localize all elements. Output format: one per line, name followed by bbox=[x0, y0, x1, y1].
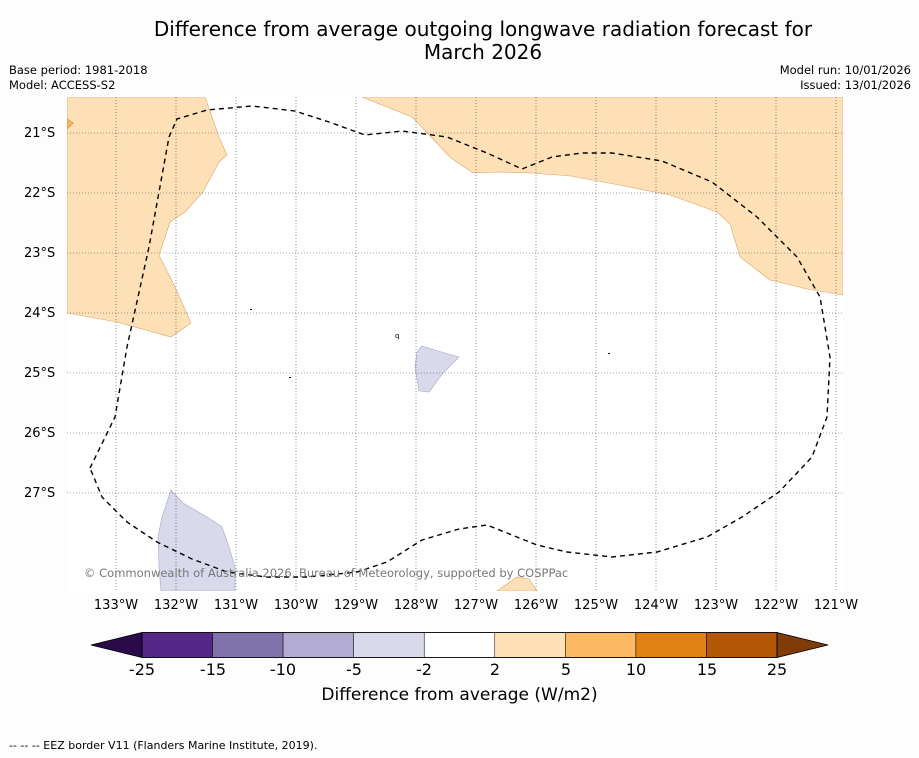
colorbar-tick: -2 bbox=[416, 660, 432, 679]
lat-label-24s: 24°S bbox=[24, 306, 56, 321]
lon-label-131w: 131°W bbox=[213, 598, 259, 613]
copyright-text: © Commonwealth of Australia 2026, Bureau… bbox=[84, 566, 568, 580]
lon-label-129w: 129°W bbox=[333, 598, 379, 613]
map-title: Difference from average outgoing longwav… bbox=[0, 18, 919, 64]
colorbar-segment bbox=[494, 632, 566, 658]
colorbar-tick: -15 bbox=[199, 660, 227, 679]
model-name: Model: ACCESS-S2 bbox=[9, 78, 116, 92]
lon-label-125w: 125°W bbox=[573, 598, 619, 613]
anomaly-region-west bbox=[67, 97, 228, 338]
colorbar-segment bbox=[353, 632, 425, 658]
lat-label-22s: 22°S bbox=[24, 186, 56, 201]
anomaly-region-south bbox=[496, 576, 538, 591]
tiny-contour-label: q bbox=[395, 332, 399, 340]
colorbar-segment bbox=[282, 632, 354, 658]
issued-date: Issued: 13/01/2026 bbox=[800, 78, 911, 92]
colorbar-outline bbox=[141, 632, 778, 658]
lon-label-126w: 126°W bbox=[513, 598, 559, 613]
lon-label-127w: 127°W bbox=[453, 598, 499, 613]
eez-legend: -- -- -- EEZ border V11 (Flanders Marine… bbox=[9, 739, 318, 752]
eez-border bbox=[89, 105, 831, 578]
colorbar-label: Difference from average (W/m2) bbox=[321, 685, 598, 705]
base-period: Base period: 1981-2018 bbox=[9, 63, 148, 77]
anomaly-region-orange bbox=[67, 118, 74, 130]
colorbar-tick: -25 bbox=[128, 660, 156, 679]
colorbar-segment bbox=[423, 632, 496, 658]
lon-label-130w: 130°W bbox=[273, 598, 319, 613]
lat-label-23s: 23°S bbox=[24, 246, 56, 261]
lon-label-121w: 121°W bbox=[813, 598, 859, 613]
lon-label-124w: 124°W bbox=[633, 598, 679, 613]
lat-label-26s: 26°S bbox=[24, 426, 56, 441]
colorbar-tick: 5 bbox=[560, 660, 572, 679]
small-mark bbox=[608, 353, 610, 354]
anomaly-region-center-negative bbox=[414, 345, 460, 393]
lat-label-27s: 27°S bbox=[24, 486, 56, 501]
colorbar-segments bbox=[91, 632, 828, 658]
colorbar-extend-min bbox=[91, 632, 142, 658]
lon-label-132w: 132°W bbox=[153, 598, 199, 613]
colorbar-segment bbox=[706, 632, 778, 658]
title-line-2: March 2026 bbox=[423, 40, 543, 64]
anomaly-region-northeast bbox=[361, 97, 843, 296]
colorbar bbox=[90, 631, 829, 659]
map-panel[interactable]: q © Commonwealth of Australia 2026, Bure… bbox=[67, 97, 843, 591]
lon-label-128w: 128°W bbox=[393, 598, 439, 613]
small-mark bbox=[250, 309, 252, 310]
lat-label-25s: 25°S bbox=[24, 366, 56, 381]
meta-right: Model run: 10/01/2026 Issued: 13/01/2026 bbox=[780, 63, 911, 93]
colorbar-tick: 10 bbox=[625, 660, 647, 679]
model-run: Model run: 10/01/2026 bbox=[779, 63, 911, 77]
lat-label-21s: 21°S bbox=[24, 126, 56, 141]
colorbar-segment bbox=[635, 632, 707, 658]
colorbar-tick: -10 bbox=[269, 660, 297, 679]
meta-left: Base period: 1981-2018 Model: ACCESS-S2 bbox=[9, 63, 148, 93]
title-line-1: Difference from average outgoing longwav… bbox=[153, 17, 813, 41]
colorbar-tick: 25 bbox=[766, 660, 788, 679]
graticule bbox=[67, 97, 843, 591]
colorbar-segment bbox=[212, 632, 284, 658]
lon-label-122w: 122°W bbox=[753, 598, 799, 613]
small-mark bbox=[289, 377, 291, 378]
colorbar-tick: 2 bbox=[489, 660, 501, 679]
colorbar-segment bbox=[141, 632, 213, 658]
colorbar-extend-max bbox=[777, 632, 828, 658]
colorbar-segment bbox=[565, 632, 637, 658]
lon-label-133w: 133°W bbox=[93, 598, 139, 613]
lon-label-123w: 123°W bbox=[693, 598, 739, 613]
colorbar-tick: -5 bbox=[346, 660, 362, 679]
colorbar-tick: 15 bbox=[696, 660, 718, 679]
anomaly-region-southwest-negative bbox=[157, 489, 236, 591]
